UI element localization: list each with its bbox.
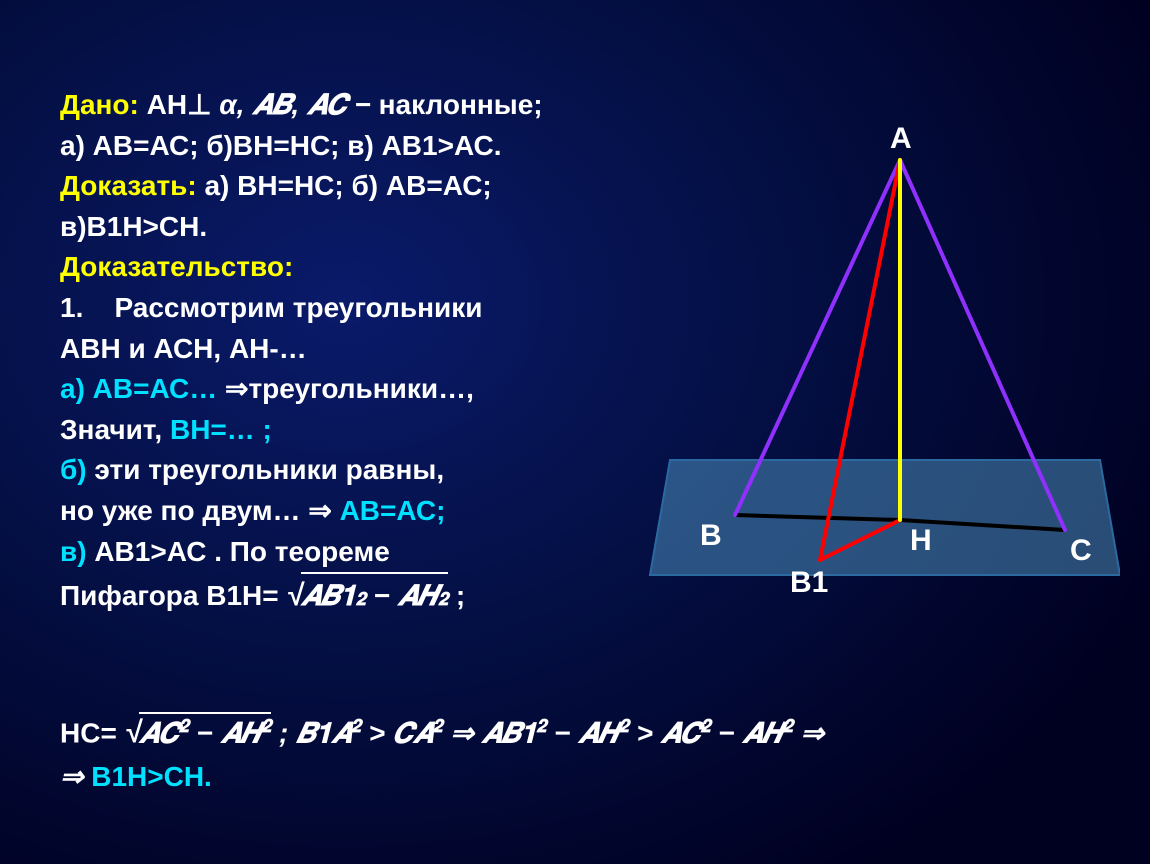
line9mid5: > 𝑨𝑪 [637, 717, 701, 748]
line9end: ⇒ [801, 717, 824, 748]
rad2a: 𝑨𝑪 [139, 717, 179, 748]
sqrt-1: 𝑨𝑩𝟏𝟐 − 𝑨𝑯𝟐 [286, 572, 448, 618]
line10b: В1Н>СН. [91, 761, 212, 792]
sq2: 𝟐 [438, 589, 448, 609]
line1b: Рассмотрим треугольники [114, 292, 482, 323]
given-1a: АН⊥ [147, 89, 220, 120]
svg-text:B1: B1 [790, 566, 828, 599]
sq9: 𝟐 [700, 716, 710, 736]
rad1a: 𝑨𝑩𝟏 [301, 580, 356, 611]
line4a: Значит, [60, 414, 162, 445]
line5b: эти треугольники равны, [94, 454, 444, 485]
sq6: 𝟐 [433, 716, 443, 736]
line9: НС= 𝑨𝑪𝟐 − 𝑨𝑯𝟐 ; 𝑩𝟏𝑨𝟐 > 𝑪𝑨𝟐 ⇒ 𝑨𝑩𝟏𝟐 − 𝑨𝑯𝟐 … [60, 712, 824, 750]
problem-text: Дано: АН⊥ α, 𝑨𝑩, 𝑨𝑪 − наклонные; а) АВ=А… [60, 85, 700, 618]
svg-text:C: C [1070, 534, 1092, 567]
sq5: 𝟐 [351, 716, 361, 736]
line5a: б) [60, 454, 87, 485]
line2: АВН и АСН, АН-… [60, 333, 307, 364]
rad2b: − 𝑨𝑯 [189, 717, 261, 748]
sq7: 𝟐 [536, 716, 546, 736]
line6a: но уже по двум… ⇒ [60, 495, 332, 526]
prove-1: а) ВН=НС; б) АВ=АС; [204, 170, 491, 201]
geometry-diagram: A B B1 H C [640, 120, 1120, 640]
given-2: а) АВ=АС; б)ВН=НС; в) АВ1>АС. [60, 130, 501, 161]
line9mid: ; 𝑩𝟏𝑨 [279, 717, 351, 748]
line9mid3: ⇒ 𝑨𝑩𝟏 [450, 717, 536, 748]
line7a: в) [60, 536, 87, 567]
line8pre: Пифагора В1Н= [60, 580, 279, 611]
prove-2: в)В1Н>СН. [60, 211, 207, 242]
proof-label: Доказательство: [60, 251, 293, 282]
rad1b: − 𝑨𝑯 [366, 580, 438, 611]
given-1b: α, 𝑨𝑩, 𝑨𝑪 − [219, 89, 378, 120]
line1a: 1. [60, 292, 83, 323]
svg-text:A: A [890, 122, 912, 155]
sq1: 𝟐 [356, 589, 366, 609]
line4b: ВН=… ; [170, 414, 272, 445]
line10: ⇒ В1Н>СН. [60, 760, 212, 793]
line9mid4: − 𝑨𝑯 [554, 717, 619, 748]
line9pre: НС= [60, 717, 117, 748]
sq3: 𝟐 [179, 716, 189, 736]
line8end: ; [456, 580, 465, 611]
given-label: Дано: [60, 89, 147, 120]
svg-text:H: H [910, 524, 932, 557]
given-1c: наклонные; [379, 89, 543, 120]
line6b: АВ=АС; [340, 495, 446, 526]
line3b: ⇒треугольники…, [225, 373, 474, 404]
line3a: а) АВ=АС… [60, 373, 225, 404]
line9mid2: > 𝑪𝑨 [369, 717, 433, 748]
svg-text:B: B [700, 519, 722, 552]
line7b: АВ1>АС . По теореме [94, 536, 389, 567]
line9mid6: − 𝑨𝑯 [718, 717, 783, 748]
sq10: 𝟐 [783, 716, 793, 736]
sq8: 𝟐 [619, 716, 629, 736]
sq4: 𝟐 [261, 716, 271, 736]
prove-label: Доказать: [60, 170, 204, 201]
sqrt-2: 𝑨𝑪𝟐 − 𝑨𝑯𝟐 [125, 712, 272, 750]
line10a: ⇒ [60, 761, 83, 792]
